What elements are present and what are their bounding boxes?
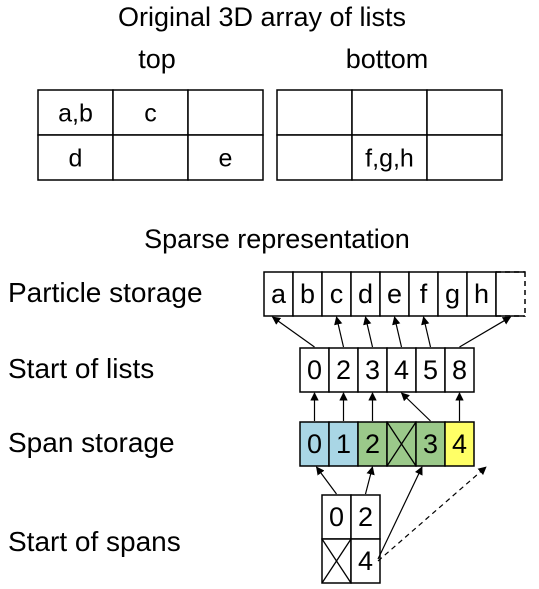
list-start-2-text: 3 bbox=[365, 355, 380, 385]
list-start-1-text: 2 bbox=[336, 355, 351, 385]
top-grid: a,b c d e bbox=[37, 89, 264, 181]
top-cell-0-2-box bbox=[187, 89, 264, 136]
span-start-0-1-text: 2 bbox=[358, 502, 373, 532]
span-storage-label: Span storage bbox=[8, 427, 175, 458]
particle-1-text: b bbox=[300, 279, 315, 309]
particle-2-text: c bbox=[330, 279, 344, 309]
particle-0-box bbox=[263, 271, 294, 317]
span-5-box bbox=[444, 421, 475, 467]
bottom-cell-1-1-box bbox=[351, 134, 428, 181]
particle-8-box bbox=[495, 271, 526, 317]
list-start-1-box bbox=[328, 347, 359, 393]
bottom-cell-1-0-box bbox=[276, 134, 353, 181]
list-start-3-text: 4 bbox=[394, 355, 409, 385]
pointer-arrow bbox=[363, 316, 374, 348]
pointer-arrow bbox=[421, 316, 432, 348]
particle-6-box bbox=[437, 271, 468, 317]
title: Original 3D array of lists bbox=[118, 2, 406, 32]
bottom-label: bottom bbox=[346, 44, 429, 74]
span-start-1-1-box bbox=[350, 538, 381, 584]
top-cell-0-0-text: a,b bbox=[58, 100, 93, 128]
span-4-box bbox=[415, 421, 446, 467]
top-cell-0-1-text: c bbox=[144, 100, 157, 128]
pointer-arrow bbox=[271, 316, 315, 348]
list-start-4-text: 5 bbox=[423, 355, 438, 385]
span-start-1-1-text: 4 bbox=[358, 546, 373, 576]
start-of-spans-grid: 0 2 4 bbox=[321, 494, 381, 584]
span-start-0-0-text: 0 bbox=[329, 502, 344, 532]
span-0-text: 0 bbox=[307, 429, 322, 459]
list-start-4-box bbox=[415, 347, 446, 393]
bottom-cell-1-2-box bbox=[426, 134, 503, 181]
pointer-arrow bbox=[316, 466, 337, 495]
span-2-text: 2 bbox=[365, 429, 380, 459]
top-cell-1-0-text: d bbox=[69, 145, 83, 173]
top-cell-0-1-box bbox=[112, 89, 189, 136]
top-cell-1-1-box bbox=[112, 134, 189, 181]
span-2-box bbox=[357, 421, 388, 467]
particle-3-box bbox=[350, 271, 381, 317]
sparse-title: Sparse representation bbox=[144, 224, 410, 254]
bottom-cell-0-1-box bbox=[351, 89, 428, 136]
particle-4-text: e bbox=[387, 279, 402, 309]
particle-storage-label: Particle storage bbox=[8, 277, 203, 308]
pointer-arrow bbox=[364, 466, 375, 495]
pointer-arrow bbox=[377, 466, 487, 562]
list-start-3-box bbox=[386, 347, 417, 393]
top-cell-0-0-box bbox=[37, 89, 114, 136]
pointer-arrow bbox=[400, 392, 431, 422]
particle-3-text: d bbox=[358, 279, 373, 309]
particle-7-text: h bbox=[474, 279, 489, 309]
particle-2-box bbox=[321, 271, 352, 317]
particle-0-text: a bbox=[271, 279, 287, 309]
list-start-0-box bbox=[299, 347, 330, 393]
particle-4-box bbox=[379, 271, 410, 317]
start-of-spans-label: Start of spans bbox=[8, 526, 181, 557]
list-start-0-text: 0 bbox=[307, 355, 322, 385]
bottom-cell-0-2-box bbox=[426, 89, 503, 136]
pointer-arrow bbox=[459, 316, 512, 348]
list-start-2-box bbox=[357, 347, 388, 393]
span-1-text: 1 bbox=[336, 429, 351, 459]
span-start-0-0-box bbox=[321, 494, 352, 540]
bottom-grid: f,g,h bbox=[276, 89, 503, 181]
bottom-cell-1-1-text: f,g,h bbox=[365, 145, 414, 173]
top-cell-1-2-text: e bbox=[219, 145, 233, 173]
top-cell-1-2-box bbox=[187, 134, 264, 181]
particle-5-text: f bbox=[420, 279, 428, 309]
span-4-text: 3 bbox=[423, 429, 438, 459]
list-start-5-box bbox=[444, 347, 475, 393]
particle-1-box bbox=[292, 271, 323, 317]
particle-7-box bbox=[466, 271, 497, 317]
pointer-arrow bbox=[334, 316, 345, 348]
pointer-arrows bbox=[271, 316, 512, 562]
span-1-box bbox=[328, 421, 359, 467]
top-label: top bbox=[138, 44, 176, 74]
list-start-5-text: 8 bbox=[452, 355, 467, 385]
bottom-cell-0-0-box bbox=[276, 89, 353, 136]
start-of-lists-label: Start of lists bbox=[8, 353, 154, 384]
top-cell-1-0-box bbox=[37, 134, 114, 181]
span-5-text: 4 bbox=[452, 429, 467, 459]
pointer-arrow bbox=[392, 316, 403, 348]
pointer-arrow bbox=[377, 466, 423, 560]
particle-6-text: g bbox=[445, 279, 460, 309]
